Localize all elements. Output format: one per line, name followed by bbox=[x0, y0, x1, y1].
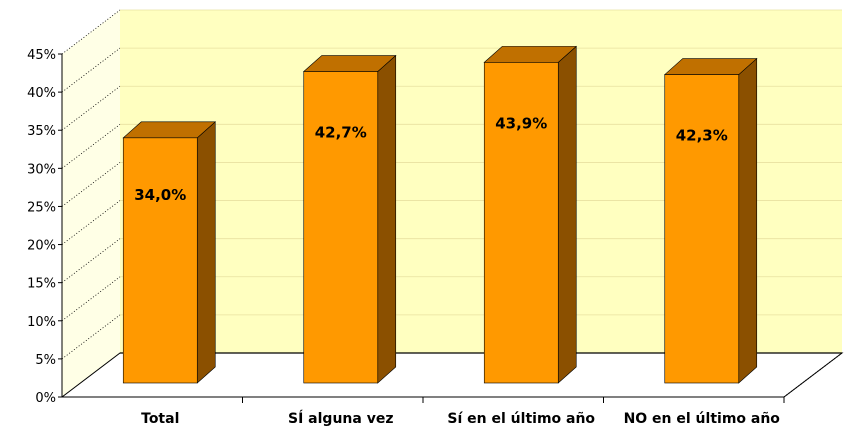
gridline-side bbox=[61, 85, 121, 131]
side-wall bbox=[62, 10, 120, 397]
y-tick-label: 30% bbox=[27, 162, 56, 177]
data-label: 42,7% bbox=[315, 124, 367, 142]
data-label: 42,3% bbox=[676, 127, 728, 145]
y-tick-label: 0% bbox=[35, 391, 56, 406]
gridline-side bbox=[61, 124, 121, 169]
gridline-side bbox=[61, 47, 121, 93]
category-label: SÍ alguna vez bbox=[288, 410, 393, 427]
y-tick-label: 10% bbox=[27, 315, 56, 330]
y-tick-label: 25% bbox=[27, 200, 56, 215]
y-tick-label: 5% bbox=[35, 353, 56, 368]
bar bbox=[303, 71, 379, 384]
floor-edge bbox=[783, 352, 843, 398]
gridline-side bbox=[61, 314, 121, 360]
bar bbox=[664, 74, 740, 384]
category-label: Total bbox=[141, 411, 179, 427]
y-tick-label: 35% bbox=[27, 124, 56, 139]
bars bbox=[122, 45, 758, 384]
bar-side bbox=[738, 57, 758, 384]
bar-side bbox=[196, 121, 216, 384]
category-labels: Total SÍ alguna vez Sí en el último año NO … bbox=[141, 410, 780, 427]
data-label: 34,0% bbox=[134, 186, 186, 204]
gridline-side bbox=[61, 238, 121, 283]
y-tick-label: 45% bbox=[27, 48, 56, 63]
y-tick-label: 15% bbox=[27, 277, 56, 292]
gridline-side bbox=[61, 9, 121, 55]
y-axis-ticks: 0% 5% 10% 15% 20% 25% 30% 35% 40% 45% bbox=[27, 48, 62, 406]
gridline-side bbox=[61, 200, 121, 245]
bar bbox=[122, 137, 198, 384]
category-label: Sí en el último año bbox=[447, 411, 595, 427]
y-tick-label: 40% bbox=[27, 86, 56, 101]
gridline-side bbox=[61, 162, 121, 207]
data-labels: 34,0% 42,7% 43,9% 42,3% bbox=[134, 114, 728, 203]
axes bbox=[61, 54, 843, 403]
bar bbox=[483, 62, 559, 384]
bar-side bbox=[377, 54, 397, 384]
y-tick-label: 20% bbox=[27, 239, 56, 254]
bar-side bbox=[557, 45, 577, 384]
category-label: NO en el último año bbox=[624, 411, 781, 427]
gridline-side bbox=[61, 276, 121, 322]
data-label: 43,9% bbox=[495, 114, 547, 132]
